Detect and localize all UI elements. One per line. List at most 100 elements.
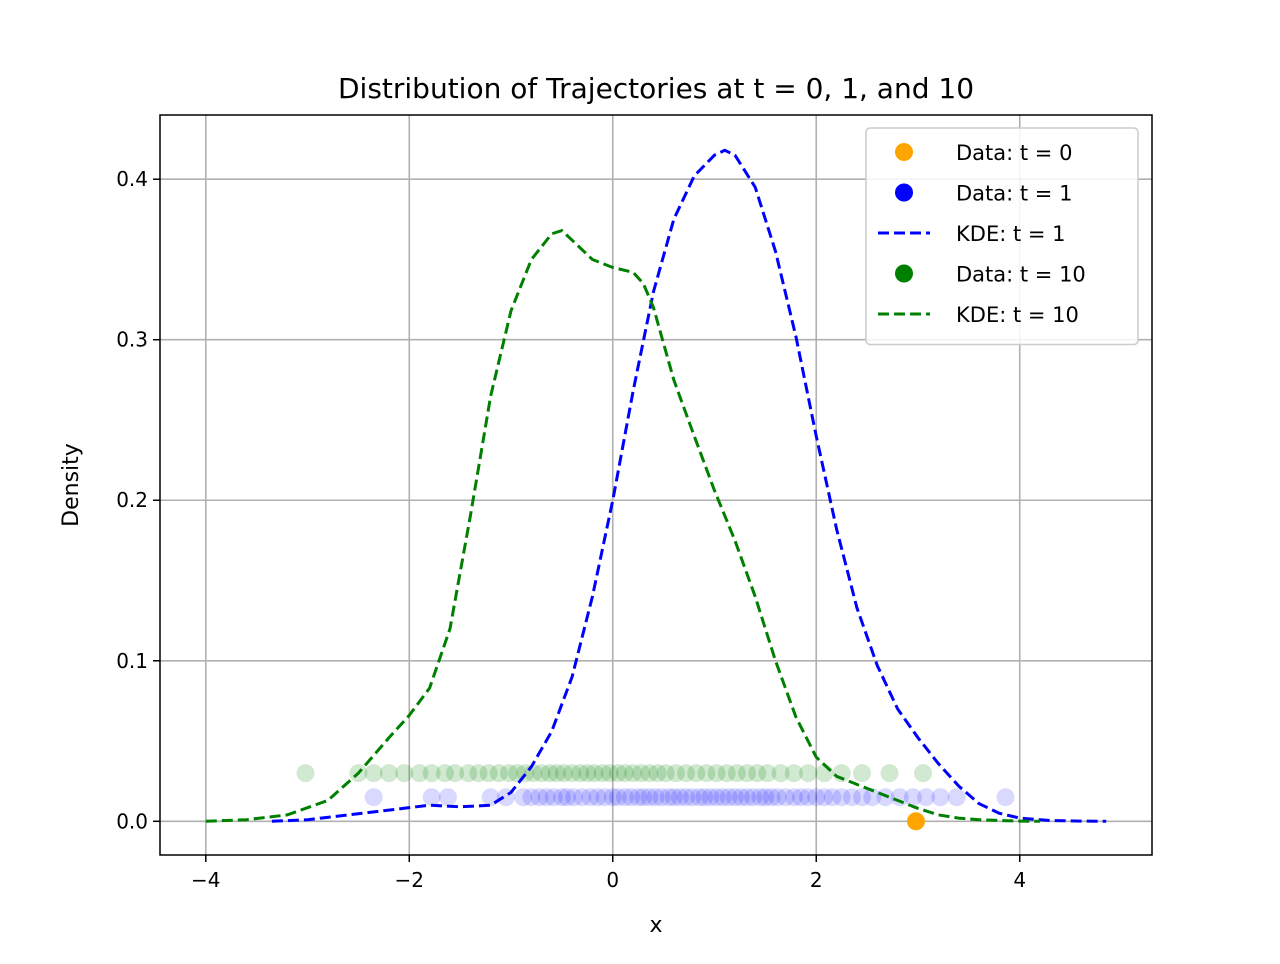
y-tick-label: 0.3	[116, 328, 148, 352]
data-point	[656, 764, 675, 783]
data-point	[544, 788, 563, 807]
data-point	[914, 764, 933, 783]
data-point	[571, 764, 590, 783]
data-point	[629, 788, 648, 807]
data-point	[395, 764, 414, 783]
chart-title: Distribution of Trajectories at t = 0, 1…	[338, 72, 974, 105]
data-point	[438, 788, 457, 807]
data-point	[664, 788, 683, 807]
kde-line	[271, 148, 1107, 823]
legend-entry: Data: t = 1	[895, 182, 1072, 206]
data-point	[615, 764, 634, 783]
data-point	[296, 764, 315, 783]
data-point	[853, 788, 872, 807]
y-axis-label: Density	[59, 443, 84, 527]
data-point	[640, 764, 659, 783]
legend-entry: KDE: t = 10	[878, 303, 1079, 327]
legend-marker	[895, 264, 913, 283]
legend-entry: Data: t = 10	[895, 263, 1086, 287]
data-point	[537, 788, 556, 807]
data-point	[931, 788, 950, 807]
data-point	[784, 788, 803, 807]
data-point	[738, 764, 757, 783]
data-point	[615, 788, 634, 807]
x-tick-label: −4	[191, 868, 220, 892]
data-point	[670, 788, 689, 807]
data-point	[622, 788, 641, 807]
legend: Data: t = 0 Data: t = 1 KDE: t = 1 Data: t …	[865, 127, 1139, 346]
data-point	[791, 788, 810, 807]
data-point	[552, 788, 571, 807]
data-point	[744, 788, 763, 807]
data-point	[578, 764, 597, 783]
data-point	[701, 788, 720, 807]
data-point	[557, 788, 576, 807]
data-point	[719, 788, 738, 807]
data-point	[707, 764, 726, 783]
axes-frame	[159, 114, 1153, 856]
y-tick-label: 0.4	[116, 167, 148, 191]
data-point	[573, 788, 592, 807]
data-point	[762, 788, 781, 807]
data-point	[595, 788, 614, 807]
data-point	[522, 788, 541, 807]
kde-line	[205, 228, 1041, 823]
data-point	[603, 788, 622, 807]
data-point	[799, 764, 818, 783]
axis-ticks: −4 −2 0 2 4 0.0 0.1 0.2 0.3 0.4	[116, 167, 1026, 892]
data-point	[554, 764, 573, 783]
data-point	[479, 764, 498, 783]
data-point	[634, 788, 653, 807]
x-tick-label: −2	[395, 868, 424, 892]
legend-label: Data: t = 0	[956, 141, 1072, 165]
data-point	[863, 788, 882, 807]
data-point	[880, 764, 899, 783]
series-data-t-1	[364, 788, 1015, 807]
data-point	[659, 788, 678, 807]
data-point	[585, 764, 604, 783]
data-point	[446, 764, 465, 783]
plot-area	[205, 148, 1107, 831]
legend-label: KDE: t = 1	[956, 222, 1066, 246]
data-point	[890, 788, 909, 807]
data-point	[588, 788, 607, 807]
data-point	[713, 788, 732, 807]
data-point	[489, 764, 508, 783]
data-point	[799, 788, 818, 807]
legend-box	[865, 127, 1139, 346]
data-point	[608, 764, 627, 783]
data-point	[379, 764, 398, 783]
data-point	[640, 788, 659, 807]
data-point	[565, 788, 584, 807]
data-point	[903, 788, 922, 807]
data-point	[823, 788, 842, 807]
data-point	[459, 764, 478, 783]
data-point	[563, 764, 582, 783]
data-point	[410, 764, 429, 783]
data-point	[532, 764, 551, 783]
data-point	[996, 788, 1015, 807]
x-axis-label: x	[649, 913, 662, 938]
data-point	[815, 788, 834, 807]
data-point	[422, 764, 441, 783]
data-point	[581, 788, 600, 807]
data-point	[632, 764, 651, 783]
series-kde-t-1	[271, 148, 1107, 823]
data-point	[697, 764, 716, 783]
data-point	[832, 788, 851, 807]
data-point	[771, 764, 790, 783]
data-point	[646, 788, 665, 807]
data-point	[906, 812, 925, 831]
legend-entry: Data: t = 0	[895, 141, 1072, 165]
data-point	[727, 764, 746, 783]
data-point	[707, 788, 726, 807]
data-point	[469, 764, 488, 783]
data-point	[600, 764, 619, 783]
data-point	[853, 764, 872, 783]
data-point	[717, 764, 736, 783]
series-data-t-0	[906, 812, 925, 831]
data-point	[683, 788, 702, 807]
data-point	[776, 788, 795, 807]
